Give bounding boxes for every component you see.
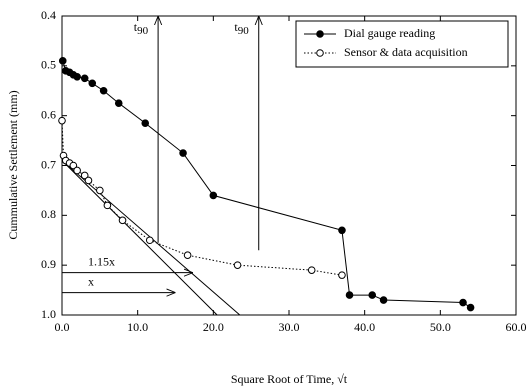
y-tick-label: 0.9 bbox=[41, 257, 56, 271]
series-line bbox=[61, 120, 343, 276]
legend-marker bbox=[316, 49, 324, 57]
data-point bbox=[69, 161, 78, 170]
x-tick-label: 30.0 bbox=[279, 320, 300, 334]
data-point bbox=[141, 119, 150, 127]
offset-arrow-label: 1.15x bbox=[88, 254, 115, 268]
legend-box bbox=[295, 20, 509, 68]
legend-label: Dial gauge reading bbox=[344, 26, 435, 40]
data-point bbox=[183, 251, 192, 259]
data-point bbox=[379, 296, 388, 304]
data-point bbox=[96, 186, 104, 195]
t90-label: t90 bbox=[234, 20, 249, 37]
y-tick-label: 0.4 bbox=[41, 8, 56, 22]
data-point bbox=[58, 57, 67, 65]
t90-subscript: 90 bbox=[137, 25, 149, 37]
data-point bbox=[145, 236, 154, 245]
t90-text: t bbox=[134, 20, 138, 34]
data-point bbox=[118, 216, 127, 225]
data-point bbox=[307, 266, 316, 274]
series-line bbox=[62, 60, 471, 308]
legend-marker bbox=[316, 30, 324, 38]
data-point bbox=[368, 291, 377, 299]
data-point bbox=[73, 166, 81, 175]
x-axis-label: Square Root of Time, √t bbox=[231, 372, 348, 386]
t90-subscript: 90 bbox=[238, 25, 250, 37]
legend-label: Sensor & data acquisition bbox=[344, 45, 468, 59]
data-point bbox=[338, 226, 346, 235]
x-tick-label: 60.0 bbox=[506, 320, 527, 334]
offset-arrow-label: x bbox=[88, 274, 94, 288]
x-tick-label: 10.0 bbox=[127, 320, 148, 334]
y-tick-label: 0.8 bbox=[41, 207, 56, 221]
data-point bbox=[459, 298, 467, 307]
data-point bbox=[73, 72, 81, 81]
y-tick-label: 0.5 bbox=[41, 58, 56, 72]
data-point bbox=[58, 116, 66, 125]
data-point bbox=[345, 291, 354, 299]
x-tick-label: 40.0 bbox=[354, 320, 375, 334]
data-point bbox=[84, 176, 93, 185]
y-tick-label: 0.6 bbox=[41, 107, 56, 121]
x-tick-label: 0.0 bbox=[55, 320, 70, 334]
t90-text: t bbox=[234, 20, 238, 34]
tangent-line bbox=[61, 160, 218, 316]
y-tick-label: 0.7 bbox=[41, 157, 56, 171]
data-point bbox=[179, 149, 187, 157]
data-point bbox=[80, 171, 89, 180]
x-tick-label: 20.0 bbox=[203, 320, 224, 334]
data-point bbox=[209, 191, 218, 200]
data-point bbox=[103, 201, 112, 210]
data-point bbox=[338, 271, 346, 279]
y-axis-label: Cummulative Settlement (mm) bbox=[6, 90, 20, 239]
data-point bbox=[114, 99, 123, 108]
data-point bbox=[466, 303, 475, 312]
data-point bbox=[88, 79, 97, 88]
t90-label: t90 bbox=[134, 20, 149, 37]
x-tick-label: 50.0 bbox=[430, 320, 451, 334]
data-point bbox=[233, 261, 242, 269]
data-point bbox=[99, 86, 108, 95]
data-point bbox=[80, 74, 89, 83]
y-tick-label: 1.0 bbox=[41, 307, 56, 321]
